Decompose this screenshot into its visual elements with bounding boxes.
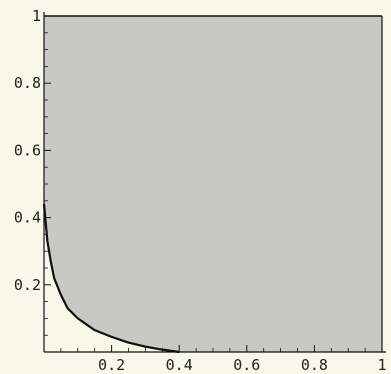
ticks-layer: 0.2 0.4 0.6 0.8 1 0.2 0.4 0.6 0.8 1	[14, 7, 387, 374]
y-tick-label: 0.4	[14, 209, 41, 227]
x-tick-label: 0.8	[301, 356, 328, 374]
region-layer	[42, 15, 383, 354]
y-tick-label: 0.6	[14, 141, 41, 159]
x-tick-label: 1	[377, 356, 386, 374]
x-tick-label: 0.4	[166, 356, 193, 374]
y-tick-label: 0.8	[14, 74, 41, 92]
y-tick-label: 0.2	[14, 276, 41, 294]
y-tick-label: 1	[32, 7, 41, 25]
axes-layer	[43, 12, 386, 353]
boundary-curve	[42, 204, 180, 354]
shaded-region	[44, 16, 382, 352]
x-tick-label: 0.2	[98, 356, 125, 374]
x-tick-label: 0.6	[233, 356, 260, 374]
